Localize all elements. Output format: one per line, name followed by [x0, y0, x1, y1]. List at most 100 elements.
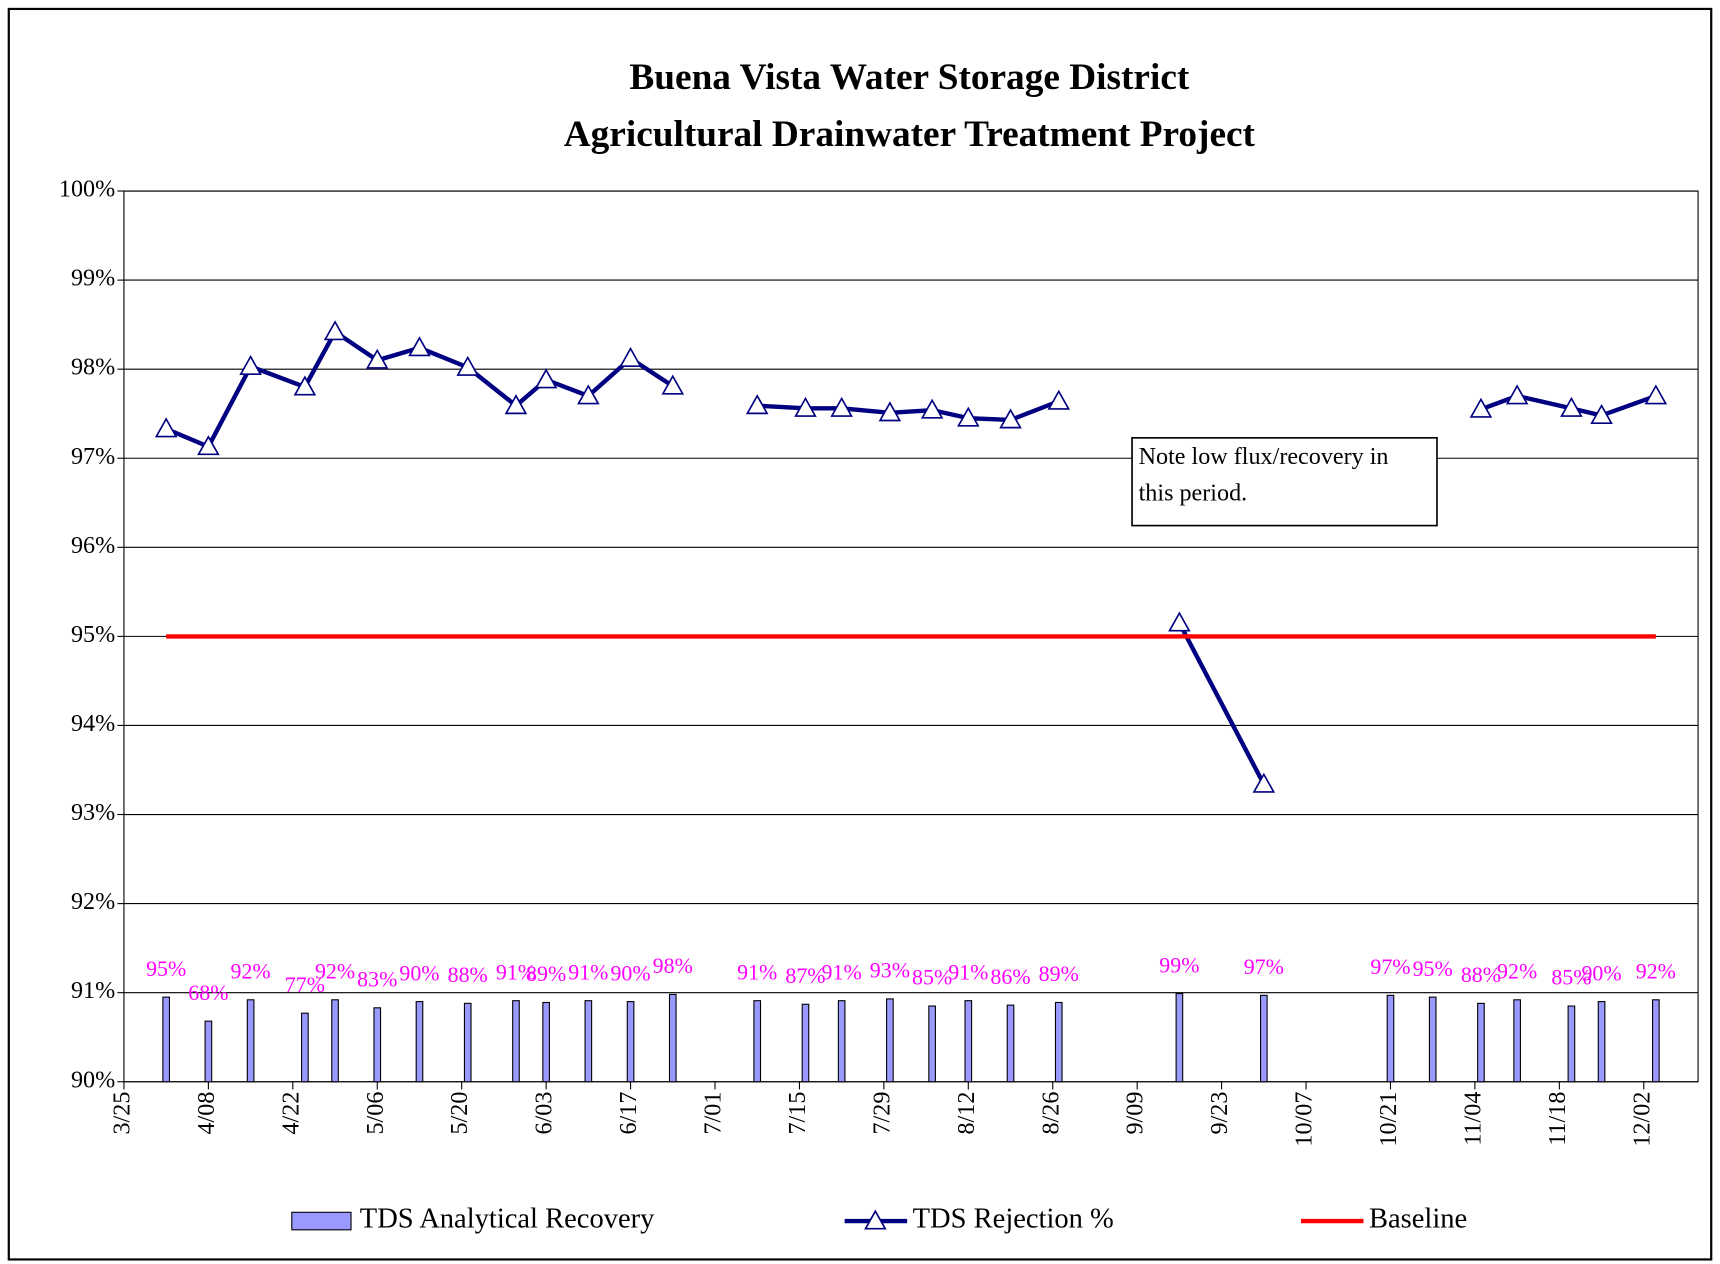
chart-title: Buena Vista Water Storage District	[629, 57, 1189, 98]
data-label: 83%	[357, 967, 397, 992]
data-label: 85%	[912, 965, 952, 990]
annotation-box	[1131, 437, 1438, 527]
x-tick-label: 9/23	[1206, 1092, 1233, 1135]
data-label: 91%	[568, 959, 608, 984]
marker	[323, 320, 347, 341]
marker	[1560, 396, 1583, 417]
x-tick-label: 7/15	[784, 1092, 811, 1135]
data-label: 99%	[1159, 952, 1199, 977]
data-label: 88%	[1461, 962, 1501, 987]
legend-label: Baseline	[1369, 1204, 1467, 1235]
bar	[1054, 1001, 1063, 1083]
data-label: 97%	[1370, 954, 1410, 979]
bar	[837, 1000, 846, 1083]
data-label: 92%	[1636, 959, 1676, 984]
x-tick-label: 12/02	[1628, 1092, 1655, 1147]
x-tick-label: 4/08	[193, 1092, 220, 1135]
x-tick-label: 11/18	[1544, 1092, 1571, 1146]
data-label: 90%	[1581, 960, 1621, 985]
y-tick-label: 98%	[71, 354, 115, 381]
bar	[162, 996, 171, 1083]
y-tick-label: 91%	[71, 977, 115, 1004]
annotation: Note low flux/recovery in	[1139, 443, 1389, 470]
marker	[661, 374, 685, 395]
data-label: 89%	[526, 961, 566, 986]
bar	[1428, 996, 1437, 1083]
data-label: 77%	[285, 972, 325, 997]
marker	[365, 348, 389, 369]
y-tick-label: 95%	[71, 621, 115, 648]
data-label: 95%	[146, 956, 186, 981]
bar	[584, 1000, 593, 1083]
marker	[197, 435, 220, 456]
bar	[753, 1000, 762, 1083]
data-label: 93%	[870, 958, 910, 983]
bar	[1386, 994, 1395, 1083]
x-tick-label: 10/21	[1375, 1092, 1402, 1147]
marker	[1590, 403, 1613, 424]
data-label: 88%	[448, 962, 488, 987]
y-tick-label: 100%	[59, 176, 115, 203]
x-tick-label: 3/25	[108, 1092, 135, 1135]
marker	[999, 408, 1022, 429]
bar	[373, 1007, 382, 1083]
x-tick-label: 5/20	[446, 1092, 473, 1135]
data-label: 95%	[1413, 956, 1453, 981]
x-tick-label: 8/12	[953, 1092, 980, 1135]
bar	[626, 1001, 635, 1083]
bar	[463, 1002, 472, 1083]
bar	[801, 1003, 810, 1083]
marker	[1505, 384, 1529, 405]
bar	[1597, 1001, 1606, 1083]
legend-label: TDS Rejection %	[913, 1204, 1114, 1235]
data-label: 85%	[1551, 965, 1591, 990]
marker	[534, 368, 558, 389]
data-label: 91%	[737, 959, 777, 984]
x-tick-label: 7/01	[700, 1092, 727, 1135]
bar	[204, 1020, 213, 1083]
marker	[920, 398, 944, 419]
bar	[331, 999, 339, 1083]
bar	[1259, 994, 1268, 1083]
data-label: 86%	[990, 964, 1030, 989]
y-tick-label: 96%	[71, 532, 115, 559]
data-label: 91%	[948, 959, 988, 984]
marker	[619, 346, 642, 367]
marker	[878, 401, 902, 422]
x-tick-label: 4/22	[277, 1092, 304, 1135]
legend-swatch	[291, 1211, 352, 1231]
bar	[1567, 1005, 1576, 1083]
annotation: this period.	[1139, 479, 1248, 506]
bar	[542, 1001, 550, 1083]
data-label: 98%	[653, 953, 693, 978]
bar	[886, 998, 894, 1083]
marker	[1047, 389, 1071, 410]
marker	[408, 336, 431, 357]
x-tick-label: 7/29	[868, 1092, 895, 1135]
marker	[1469, 397, 1493, 418]
data-label: 90%	[399, 960, 439, 985]
marker	[957, 406, 980, 427]
y-tick-label: 90%	[71, 1066, 115, 1093]
marker	[293, 375, 317, 396]
bar	[964, 1000, 973, 1083]
marker	[1252, 772, 1276, 793]
x-tick-label: 9/09	[1122, 1092, 1149, 1135]
bar	[415, 1001, 424, 1083]
marker	[830, 396, 853, 417]
legend-label: TDS Analytical Recovery	[360, 1204, 655, 1235]
y-tick-label: 92%	[71, 888, 115, 915]
marker	[1644, 384, 1668, 405]
x-tick-label: 6/17	[615, 1092, 642, 1135]
y-tick-label: 94%	[71, 710, 115, 737]
bar	[1652, 999, 1660, 1083]
marker	[239, 354, 262, 376]
y-tick-label: 93%	[71, 799, 115, 826]
bar	[1513, 999, 1521, 1083]
line	[1177, 622, 1266, 786]
data-label: 89%	[1039, 961, 1079, 986]
marker	[577, 384, 600, 405]
bar	[512, 1000, 520, 1083]
data-label: 68%	[188, 980, 228, 1005]
